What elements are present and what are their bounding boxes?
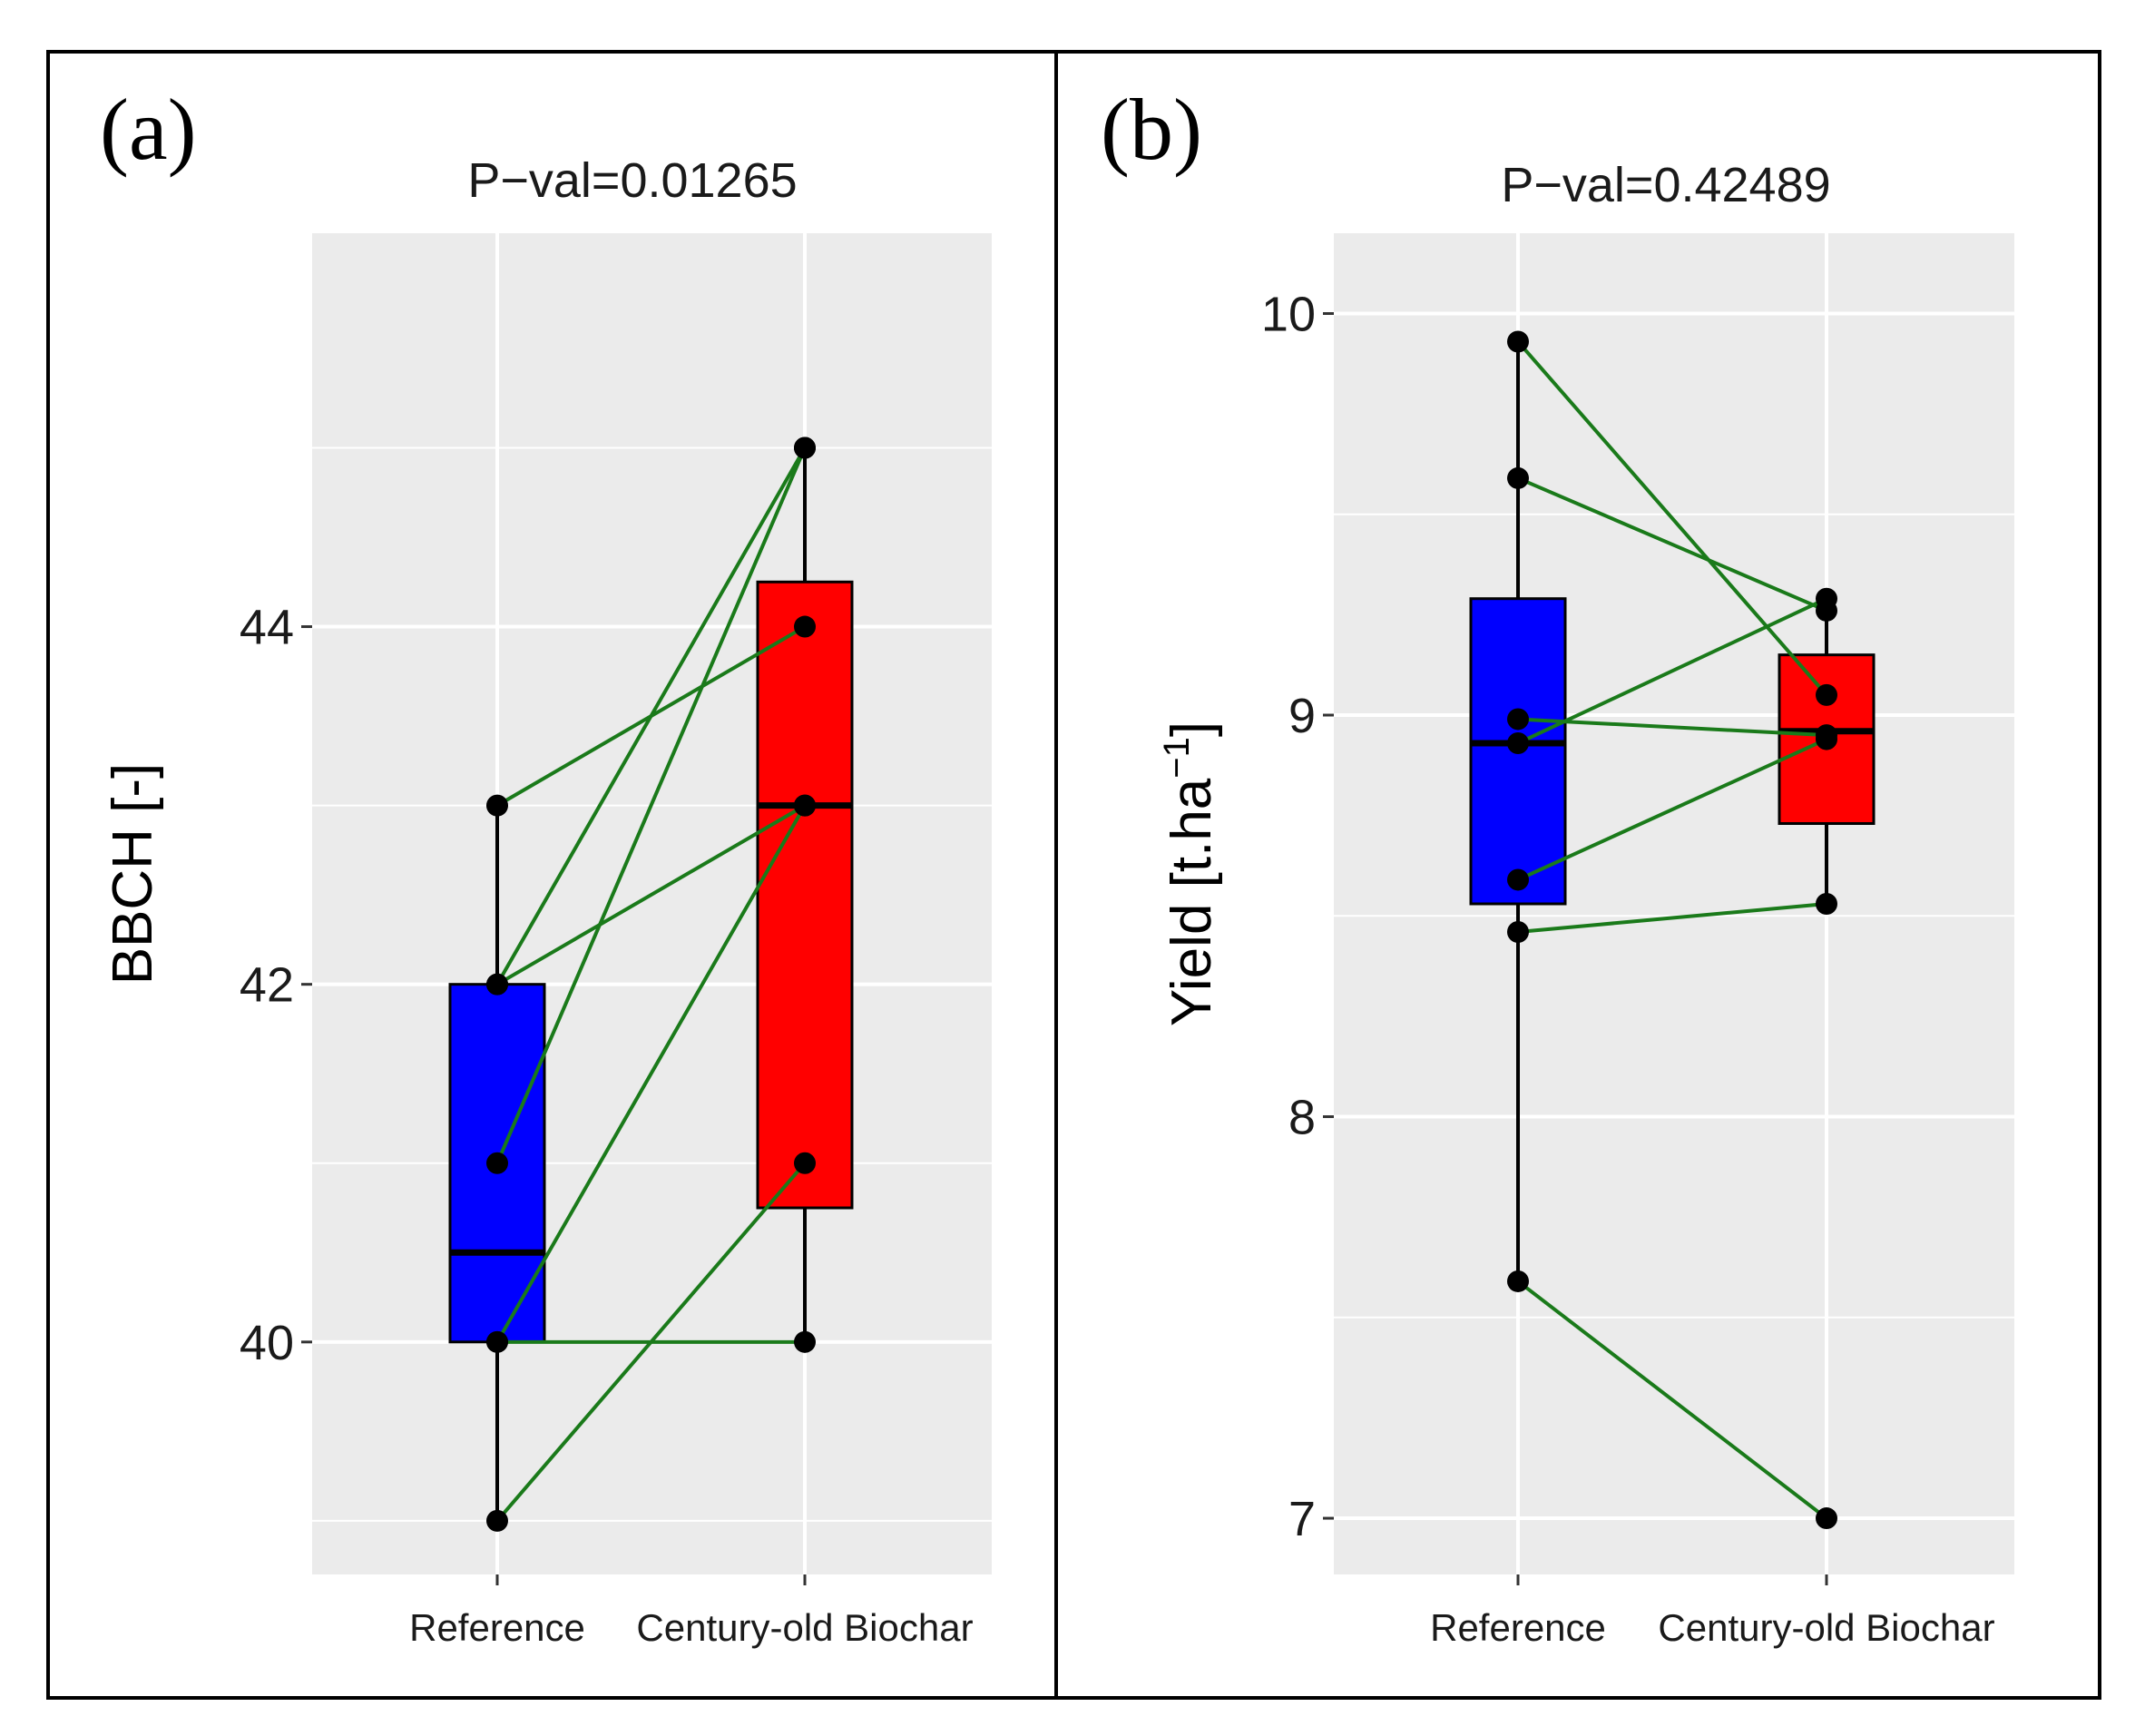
pair-line [1516, 1280, 1828, 1520]
data-point [1507, 731, 1529, 754]
data-point [1507, 868, 1529, 891]
data-point [486, 973, 508, 996]
pair-line [1517, 596, 1827, 745]
data-point [486, 794, 508, 817]
y-tick-label: 40 [240, 1316, 294, 1370]
box-1 [756, 580, 854, 1210]
plot-background [1334, 233, 2014, 1574]
y-tick-label: 44 [240, 601, 294, 655]
data-point [1507, 708, 1529, 731]
panel-a-label: (a) [100, 81, 197, 178]
panel-b-y-axis-label-sup: −1 [1157, 737, 1197, 779]
panel-b-y-axis-label: Yield [t.ha−1] [1157, 721, 1223, 1026]
pair-line [1516, 340, 1828, 697]
panel-b-label: (b) [1101, 81, 1202, 178]
data-point [1507, 1270, 1529, 1292]
data-point [1507, 330, 1529, 353]
data-point [794, 794, 816, 817]
x-tick-label: Reference [409, 1606, 585, 1649]
data-point [486, 1152, 508, 1174]
pair-line [495, 446, 807, 1164]
panel-b-y-axis-label-end: ] [1161, 721, 1223, 737]
figure-frame [46, 50, 2101, 1700]
data-point [1507, 920, 1529, 943]
y-tick-label: 10 [1261, 288, 1316, 342]
data-point [794, 1330, 816, 1353]
pair-line [495, 446, 807, 986]
panel-a: (a) P−val=0.01265 BBCH [-] 40 42 44 Referen… [100, 81, 992, 1649]
y-tick-label: 7 [1288, 1492, 1316, 1546]
panel-b-pvalue: P−val=0.42489 [1501, 158, 1830, 212]
box-1 [1778, 653, 1876, 825]
x-tick-label: Century-old Biochar [1658, 1606, 1994, 1649]
data-point [1816, 1507, 1837, 1530]
pair-line [495, 803, 807, 986]
panel-b-y-axis-label-main: Yield [t.ha [1161, 778, 1223, 1026]
panel-b: (b) P−val=0.42489 Yield [t.ha−1] 7 8 9 10 Re… [1101, 81, 2014, 1649]
data-point [1507, 466, 1529, 489]
y-tick-label: 42 [240, 958, 294, 1013]
panel-a-y-axis-label: BBCH [-] [102, 763, 164, 986]
x-tick-label: Reference [1430, 1606, 1606, 1649]
data-point [1816, 587, 1837, 610]
pair-line [495, 1162, 807, 1523]
pair-line [1517, 717, 1827, 738]
pair-line [1517, 902, 1827, 934]
panel-a-plot: 40 42 44 Reference Century-old Biochar [240, 233, 992, 1649]
data-point [486, 1330, 508, 1353]
pair-line [495, 804, 807, 1343]
data-point [794, 615, 816, 638]
panel-a-pvalue: P−val=0.01265 [467, 153, 797, 208]
pair-line [1517, 737, 1827, 882]
pair-line [1517, 476, 1827, 613]
x-tick-label: Century-old Biochar [636, 1606, 973, 1649]
data-point [1816, 683, 1837, 706]
y-tick-label: 9 [1288, 689, 1316, 743]
data-point [794, 436, 816, 459]
data-point [486, 1509, 508, 1532]
plot-background [312, 233, 992, 1574]
y-tick-label: 8 [1288, 1091, 1316, 1145]
data-point [794, 1152, 816, 1174]
data-point [1816, 893, 1837, 915]
panel-b-plot: 7 8 9 10 Reference Century-old Biochar [1261, 233, 2014, 1649]
data-point [1816, 728, 1837, 750]
